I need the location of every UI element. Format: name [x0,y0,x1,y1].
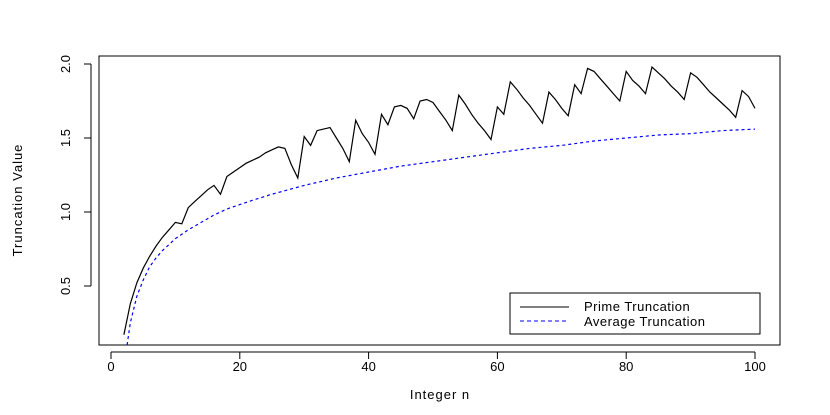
legend-label-average-truncation: Average Truncation [584,314,706,329]
x-tick-label: 80 [619,359,633,374]
x-tick-label: 20 [233,359,247,374]
x-tick-label: 60 [490,359,504,374]
x-tick-label: 100 [744,359,766,374]
x-tick-label: 40 [361,359,375,374]
x-tick-label: 0 [107,359,114,374]
y-tick-label: 1.5 [58,129,73,147]
y-axis-title: Truncation Value [10,144,25,257]
series-line-prime-truncation [123,65,756,335]
legend-box [509,292,761,335]
y-axis: 0.5 1.0 1.5 2.0 [58,55,92,295]
y-tick-label: 0.5 [58,277,73,295]
series-layer [123,65,756,346]
x-axis-title: Integer n [410,387,470,402]
y-tick-label: 1.0 [58,203,73,221]
series-line-average-truncation [126,128,756,346]
x-axis: 0 20 40 60 80 100 [107,351,766,374]
legend-label-prime-truncation: Prime Truncation [584,299,690,314]
y-tick-label: 2.0 [58,55,73,73]
plot-frame [98,55,781,346]
legend: Prime Truncation Average Truncation [509,292,761,335]
